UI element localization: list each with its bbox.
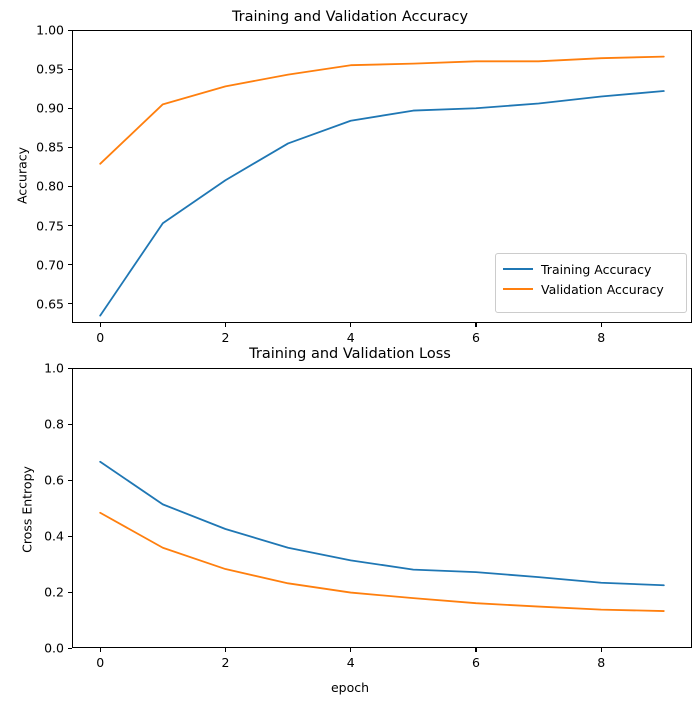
- y-tick-label: 0.4: [44, 528, 64, 544]
- x-tick-label: 6: [471, 655, 480, 670]
- accuracy-y-axis-label: Accuracy: [14, 146, 30, 205]
- x-tick-label: 2: [221, 655, 230, 670]
- loss-y-axis-label: Cross Entropy: [19, 466, 35, 553]
- x-tick-mark: [350, 323, 352, 327]
- y-tick-label: 0.0: [44, 640, 64, 656]
- loss-chart-panel: Training and Validation Loss 0.0 0.2 0.4 0.…: [0, 340, 700, 701]
- y-tick-mark: [68, 68, 72, 70]
- y-tick-label: 1.00: [36, 22, 64, 38]
- y-tick-label: 0.65: [36, 296, 64, 312]
- x-tick-label: 0: [96, 330, 105, 345]
- accuracy-series-layer: [99, 55, 665, 317]
- loss-series-layer: [99, 460, 665, 612]
- x-tick-mark: [99, 323, 101, 327]
- y-tick-mark: [68, 264, 72, 266]
- y-tick-label: 1.0: [44, 360, 64, 376]
- x-tick-label: 4: [346, 655, 355, 670]
- legend-label-training-accuracy: Training Accuracy: [541, 261, 652, 277]
- legend-item-validation-accuracy[interactable]: Validation Accuracy: [503, 279, 678, 299]
- y-tick-label: 0.95: [36, 61, 64, 77]
- x-tick-mark: [475, 323, 477, 327]
- accuracy-legend[interactable]: Training Accuracy Validation Accuracy: [495, 253, 687, 313]
- accuracy-plot-area: [72, 30, 692, 323]
- x-tick-label: 4: [346, 330, 355, 345]
- y-tick-mark: [68, 303, 72, 305]
- x-tick-label: 6: [471, 330, 480, 345]
- x-tick-mark: [224, 648, 227, 652]
- legend-line-swatch-training-accuracy: [503, 267, 533, 271]
- y-tick-mark: [68, 107, 72, 109]
- series-line-0: [99, 90, 665, 317]
- x-tick-label: 8: [597, 655, 606, 670]
- accuracy-chart-panel: Training and Validation Accuracy 0.65 0.7…: [0, 0, 700, 345]
- y-tick-mark: [68, 146, 72, 148]
- y-tick-mark: [68, 479, 72, 481]
- y-tick-mark: [68, 647, 72, 649]
- loss-x-axis-label: epoch: [330, 680, 370, 695]
- x-tick-mark: [224, 323, 227, 327]
- y-tick-mark: [68, 423, 72, 425]
- y-tick-label: 0.90: [36, 100, 64, 116]
- accuracy-chart-title: Training and Validation Accuracy: [231, 9, 469, 25]
- y-tick-mark: [68, 29, 72, 31]
- series-line-1: [99, 55, 665, 165]
- y-tick-mark: [68, 185, 72, 188]
- x-tick-mark: [475, 648, 477, 652]
- y-tick-label: 0.80: [36, 178, 64, 194]
- legend-item-training-accuracy[interactable]: Training Accuracy: [503, 259, 678, 279]
- y-tick-label: 0.2: [44, 584, 64, 600]
- series-line-1: [99, 511, 665, 612]
- x-tick-label: 2: [221, 330, 230, 345]
- x-tick-mark: [600, 323, 602, 327]
- y-tick-label: 0.6: [44, 472, 64, 488]
- x-tick-label: 0: [96, 655, 105, 670]
- y-tick-label: 0.70: [36, 257, 64, 273]
- legend-line-swatch-validation-accuracy: [503, 287, 533, 291]
- x-tick-label: 8: [597, 330, 606, 345]
- y-tick-mark: [68, 535, 72, 537]
- y-tick-label: 0.8: [44, 416, 64, 432]
- x-tick-mark: [350, 648, 352, 652]
- y-tick-label: 0.85: [36, 139, 64, 155]
- loss-plot-area: [72, 368, 692, 648]
- y-tick-mark: [68, 225, 72, 227]
- x-tick-mark: [600, 648, 602, 652]
- y-tick-mark: [68, 591, 72, 593]
- x-tick-mark: [99, 648, 101, 652]
- legend-label-validation-accuracy: Validation Accuracy: [541, 281, 664, 297]
- y-tick-label: 0.75: [36, 218, 64, 234]
- y-tick-mark: [68, 367, 72, 369]
- loss-chart-title: Training and Validation Loss: [249, 346, 451, 362]
- series-line-0: [99, 460, 665, 587]
